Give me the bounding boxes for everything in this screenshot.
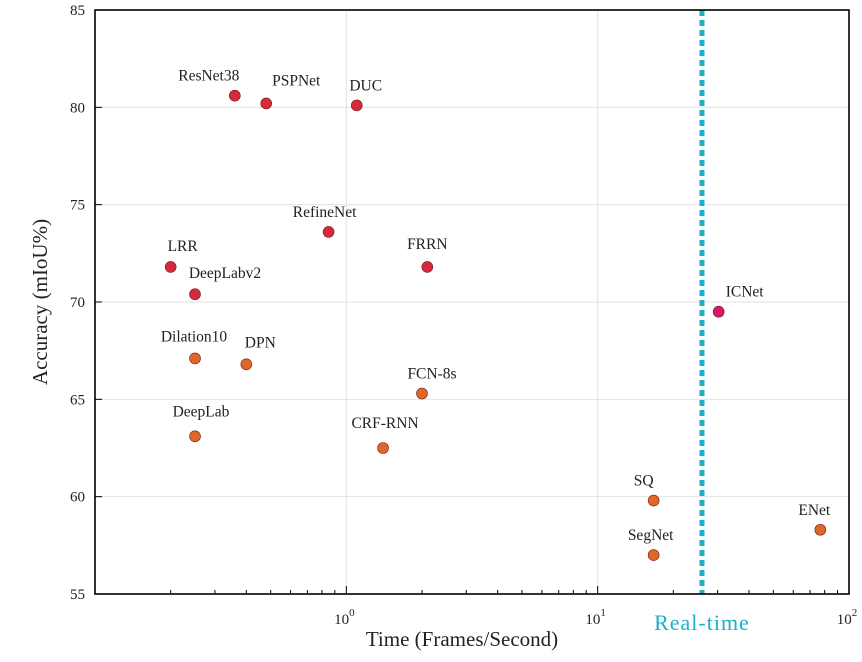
point-label-fcn-8s: FCN-8s: [407, 365, 456, 382]
x-tick-label: 101: [585, 607, 606, 628]
point-crf-rnn: [377, 442, 389, 454]
x-tick-exponent: 0: [349, 607, 355, 619]
realtime-label: Real-time: [654, 610, 750, 635]
point-enet: [814, 523, 827, 536]
grid: [95, 10, 849, 594]
point-duc: [350, 99, 363, 112]
y-tick-label: 85: [70, 3, 85, 19]
data-points: ResNet38 PSPNet DUC RefineNet LRR FRRN DeepLab…: [161, 68, 831, 561]
point-dpn: [240, 358, 253, 371]
point-label-enet: ENet: [798, 502, 831, 519]
point-label-refinenet: RefineNet: [293, 204, 357, 221]
y-tick-label: 70: [70, 295, 85, 311]
y-tick-label: 65: [70, 392, 85, 408]
point-label-duc: DUC: [349, 77, 382, 94]
point-fcn-8s: [416, 387, 428, 400]
point-dilation10: [189, 352, 201, 365]
point-label-dpn: DPN: [245, 334, 276, 351]
point-lrr: [164, 261, 177, 273]
point-deeplab: [189, 430, 201, 443]
point-icnet: [712, 305, 725, 318]
y-tick-label: 75: [70, 198, 85, 214]
point-pspnet: [260, 97, 273, 110]
point-label-crf-rnn: CRF-RNN: [351, 415, 418, 432]
x-axis-title: Time (Frames/Second): [366, 627, 558, 651]
x-tick-label: 102: [837, 607, 858, 628]
point-label-pspnet: PSPNet: [272, 72, 321, 89]
x-tick-exponent: 1: [600, 607, 606, 619]
point-label-deeplabv2: DeepLabv2: [189, 265, 261, 282]
point-frrn: [421, 261, 434, 273]
x-tick-label: 100: [334, 607, 355, 628]
point-refinenet: [322, 226, 335, 238]
point-label-resnet38: ResNet38: [178, 68, 239, 85]
point-label-segnet: SegNet: [628, 527, 674, 544]
y-tick-label: 55: [70, 587, 85, 603]
y-tick-label: 60: [70, 490, 85, 506]
point-label-frrn: FRRN: [407, 236, 448, 253]
point-label-lrr: LRR: [168, 238, 199, 255]
y-axis-title: Accuracy (mIoU%): [28, 219, 52, 385]
point-sq: [647, 494, 660, 507]
point-label-icnet: ICNet: [726, 284, 765, 301]
point-resnet38: [229, 89, 241, 102]
point-segnet: [647, 549, 660, 561]
x-tick-exponent: 2: [852, 607, 858, 619]
point-deeplabv2: [189, 288, 201, 301]
point-label-dilation10: Dilation10: [161, 328, 228, 345]
y-tick-label: 80: [70, 100, 85, 116]
point-label-deeplab: DeepLab: [173, 403, 230, 420]
point-label-sq: SQ: [634, 473, 654, 490]
